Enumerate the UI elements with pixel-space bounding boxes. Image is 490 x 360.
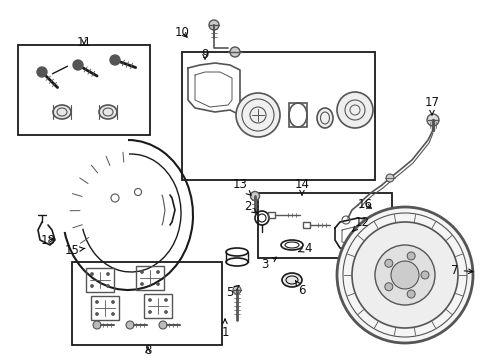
Circle shape — [126, 321, 134, 329]
Ellipse shape — [99, 105, 117, 119]
Circle shape — [106, 273, 109, 275]
Bar — [91, 296, 119, 320]
Bar — [289, 103, 307, 127]
Circle shape — [156, 270, 160, 274]
Circle shape — [159, 321, 167, 329]
Circle shape — [110, 55, 120, 65]
Circle shape — [91, 273, 94, 275]
Text: 18: 18 — [41, 234, 55, 247]
Text: 8: 8 — [145, 343, 152, 356]
Bar — [182, 52, 375, 180]
Text: 16: 16 — [358, 198, 372, 211]
Text: 3: 3 — [261, 257, 277, 271]
Bar — [303, 222, 310, 228]
Ellipse shape — [317, 108, 333, 128]
Circle shape — [165, 310, 168, 314]
Circle shape — [209, 20, 219, 30]
Text: 4: 4 — [299, 242, 312, 255]
Text: 6: 6 — [295, 280, 306, 297]
Circle shape — [385, 283, 393, 291]
Circle shape — [337, 207, 473, 343]
Circle shape — [407, 252, 415, 260]
Circle shape — [141, 283, 144, 285]
Circle shape — [148, 298, 151, 302]
Circle shape — [236, 93, 280, 137]
Circle shape — [141, 270, 144, 274]
Circle shape — [385, 259, 393, 267]
Text: 9: 9 — [201, 49, 209, 62]
Circle shape — [233, 286, 241, 294]
Text: 2: 2 — [244, 201, 257, 213]
Circle shape — [386, 174, 394, 182]
Bar — [136, 266, 164, 290]
Circle shape — [156, 283, 160, 285]
Circle shape — [112, 312, 115, 315]
Ellipse shape — [53, 105, 71, 119]
Text: 17: 17 — [424, 95, 440, 115]
Circle shape — [375, 245, 435, 305]
Circle shape — [391, 261, 419, 289]
Circle shape — [421, 271, 429, 279]
Circle shape — [106, 284, 109, 288]
Circle shape — [165, 298, 168, 302]
Circle shape — [96, 312, 98, 315]
Bar — [72, 262, 222, 345]
Text: 7: 7 — [451, 264, 473, 276]
Text: 5: 5 — [226, 285, 239, 298]
Text: 10: 10 — [174, 26, 190, 39]
Text: 13: 13 — [233, 179, 251, 195]
Circle shape — [91, 284, 94, 288]
Bar — [258, 193, 392, 258]
Bar — [268, 212, 275, 218]
Text: 1: 1 — [221, 319, 229, 338]
Circle shape — [96, 301, 98, 303]
Circle shape — [427, 114, 439, 126]
Circle shape — [407, 290, 415, 298]
Bar — [86, 268, 114, 292]
Circle shape — [37, 67, 47, 77]
Circle shape — [230, 47, 240, 57]
Text: 14: 14 — [294, 179, 310, 195]
Circle shape — [73, 60, 83, 70]
Circle shape — [148, 310, 151, 314]
Bar — [18, 45, 150, 135]
Text: 11: 11 — [76, 36, 92, 49]
Ellipse shape — [361, 221, 379, 235]
Ellipse shape — [282, 273, 302, 287]
Text: 15: 15 — [65, 243, 85, 256]
Bar — [144, 294, 172, 318]
Circle shape — [337, 92, 373, 128]
Circle shape — [93, 321, 101, 329]
Circle shape — [352, 222, 458, 328]
Circle shape — [250, 192, 260, 201]
Circle shape — [112, 301, 115, 303]
Text: 12: 12 — [353, 216, 369, 231]
